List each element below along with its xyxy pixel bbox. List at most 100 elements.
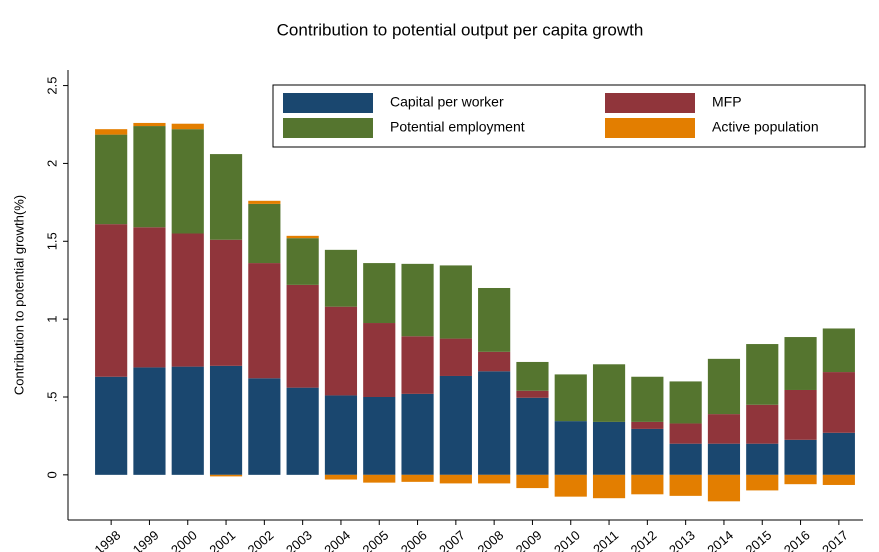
bar-segment	[439, 474, 472, 484]
bar-segment	[248, 203, 281, 264]
legend-text: MFP	[712, 94, 742, 110]
bar-segment	[133, 367, 166, 475]
bar-segment	[95, 129, 128, 135]
bar-segment	[822, 474, 855, 485]
y-tick-label: 2.5	[44, 77, 59, 95]
bar-segment	[554, 474, 587, 497]
bar-segment	[784, 439, 817, 475]
legend-swatch	[283, 118, 373, 138]
bar-segment	[784, 474, 817, 485]
bar-segment	[592, 421, 626, 475]
x-tick-label: 2017	[819, 527, 851, 552]
bar-segment	[324, 474, 358, 480]
bar-segment	[401, 474, 434, 482]
bar-segment	[286, 235, 319, 239]
bar-segment	[439, 375, 472, 475]
bar-segment	[324, 249, 358, 307]
y-tick-label: 1.5	[44, 232, 59, 250]
legend-text: Capital per worker	[390, 94, 504, 110]
bar-segment	[401, 263, 434, 337]
legend-swatch	[283, 93, 373, 113]
x-tick-label: 1998	[91, 527, 123, 552]
bar-segment	[95, 376, 128, 475]
bar-segment	[363, 474, 396, 483]
bar-segment	[707, 474, 741, 502]
legend-swatch	[605, 118, 695, 138]
x-tick-label: 2001	[206, 527, 238, 552]
bar-segment	[248, 378, 281, 475]
bar-segment	[133, 227, 166, 368]
x-tick-label: 2002	[245, 527, 277, 552]
x-tick-label: 2011	[590, 527, 621, 552]
bar-segment	[133, 126, 166, 228]
bar-segment	[439, 265, 472, 339]
y-tick-label: 1	[44, 316, 59, 323]
bar-segment	[209, 474, 243, 477]
bar-segment	[669, 423, 702, 444]
bar-segment	[516, 474, 549, 489]
x-tick-label: 2015	[743, 527, 775, 552]
bar-segment	[822, 328, 855, 373]
bar-segment	[478, 474, 511, 484]
x-tick-label: 2012	[628, 527, 660, 552]
bar-segment	[822, 432, 855, 475]
bar-segment	[324, 306, 358, 396]
x-tick-label: 2009	[513, 527, 545, 552]
bar-segment	[171, 129, 204, 234]
x-tick-label: 2006	[398, 527, 430, 552]
y-axis-label: Contribution to potential growth(%)	[11, 195, 26, 395]
x-tick-label: 2008	[474, 527, 506, 552]
bar-segment	[516, 361, 549, 391]
bar-segment	[363, 396, 396, 475]
bar-segment	[324, 395, 358, 475]
bar-segment	[669, 381, 702, 424]
bar-segment	[363, 323, 396, 397]
chart-title: Contribution to potential output per cap…	[277, 20, 644, 39]
y-tick-label: 0	[44, 471, 59, 478]
bar-segment	[286, 387, 319, 475]
bar-segment	[478, 371, 511, 475]
bar-segment	[209, 365, 243, 475]
bar-segment	[631, 474, 664, 495]
bar-segment	[554, 421, 587, 475]
x-tick-label: 2010	[551, 527, 583, 552]
x-tick-label: 2013	[666, 527, 698, 552]
bar-segment	[171, 123, 204, 130]
y-tick-label: .5	[44, 392, 59, 403]
bar-segment	[209, 239, 243, 366]
bar-segment	[746, 443, 779, 475]
bar-segment	[286, 238, 319, 285]
bar-segment	[669, 474, 702, 496]
bar-segment	[631, 428, 664, 475]
bar-segment	[248, 263, 281, 379]
bar-segment	[746, 344, 779, 405]
bar-segment	[516, 390, 549, 398]
bar-segment	[363, 263, 396, 324]
legend-text: Active population	[712, 119, 819, 135]
bar-segment	[669, 443, 702, 475]
bar-segment	[554, 374, 587, 422]
x-tick-label: 2004	[321, 527, 353, 552]
bar-segment	[707, 358, 741, 415]
x-tick-label: 2016	[781, 527, 813, 552]
bar-segment	[401, 336, 434, 394]
bar-segment	[286, 284, 319, 388]
x-tick-label: 2014	[704, 527, 736, 552]
x-tick-label: 2003	[283, 527, 315, 552]
bar-segment	[784, 337, 817, 390]
bar-segment	[592, 364, 626, 422]
bar-segment	[707, 414, 741, 444]
bar-segment	[631, 376, 664, 422]
legend-swatch	[605, 93, 695, 113]
bar-segment	[516, 397, 549, 475]
bar-segment	[631, 421, 664, 429]
bar-segment	[439, 338, 472, 376]
bar-segment	[133, 122, 166, 127]
bar-segment	[746, 404, 779, 444]
bar-segment	[401, 393, 434, 475]
bar-segment	[248, 200, 281, 204]
bar-segment	[592, 474, 626, 499]
bar-segment	[707, 443, 741, 475]
bar-segment	[95, 134, 128, 225]
bar-segment	[784, 389, 817, 440]
